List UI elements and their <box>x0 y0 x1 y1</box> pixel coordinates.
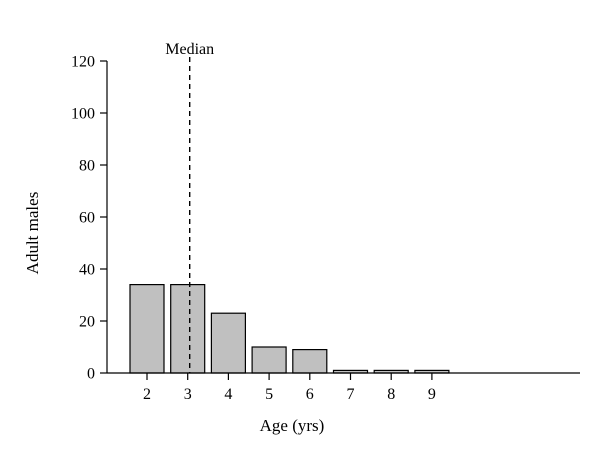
y-axis-ticks: 0 20 40 60 80 100 120 <box>71 54 107 383</box>
bar-age-6 <box>292 349 328 374</box>
x-tick-label: 8 <box>387 386 395 403</box>
x-axis-title: Age (yrs) <box>260 416 325 435</box>
y-tick-label: 20 <box>79 314 95 331</box>
x-tick-label: 9 <box>428 386 436 403</box>
y-axis-title: Adult males <box>23 192 42 275</box>
x-tick-label: 6 <box>306 386 314 403</box>
bar-age-5 <box>251 346 287 374</box>
median-label: Median <box>165 41 214 58</box>
x-tick-label: 7 <box>347 386 355 403</box>
y-tick-label: 80 <box>79 158 95 175</box>
x-tick-label: 3 <box>184 386 192 403</box>
bar-age-3 <box>170 284 206 374</box>
bar-age-2 <box>129 284 165 374</box>
y-tick-label: 0 <box>87 366 95 383</box>
bar-age-4 <box>210 312 246 374</box>
x-tick-label: 5 <box>265 386 273 403</box>
x-tick-label: 2 <box>143 386 151 403</box>
y-tick-label: 40 <box>79 262 95 279</box>
x-tick-label: 4 <box>224 386 232 403</box>
x-axis-ticks: 2 3 4 5 6 7 8 9 <box>143 373 436 403</box>
y-tick-label: 60 <box>79 210 95 227</box>
y-tick-label: 100 <box>71 106 95 123</box>
bars <box>129 284 450 374</box>
y-tick-label: 120 <box>71 54 95 71</box>
